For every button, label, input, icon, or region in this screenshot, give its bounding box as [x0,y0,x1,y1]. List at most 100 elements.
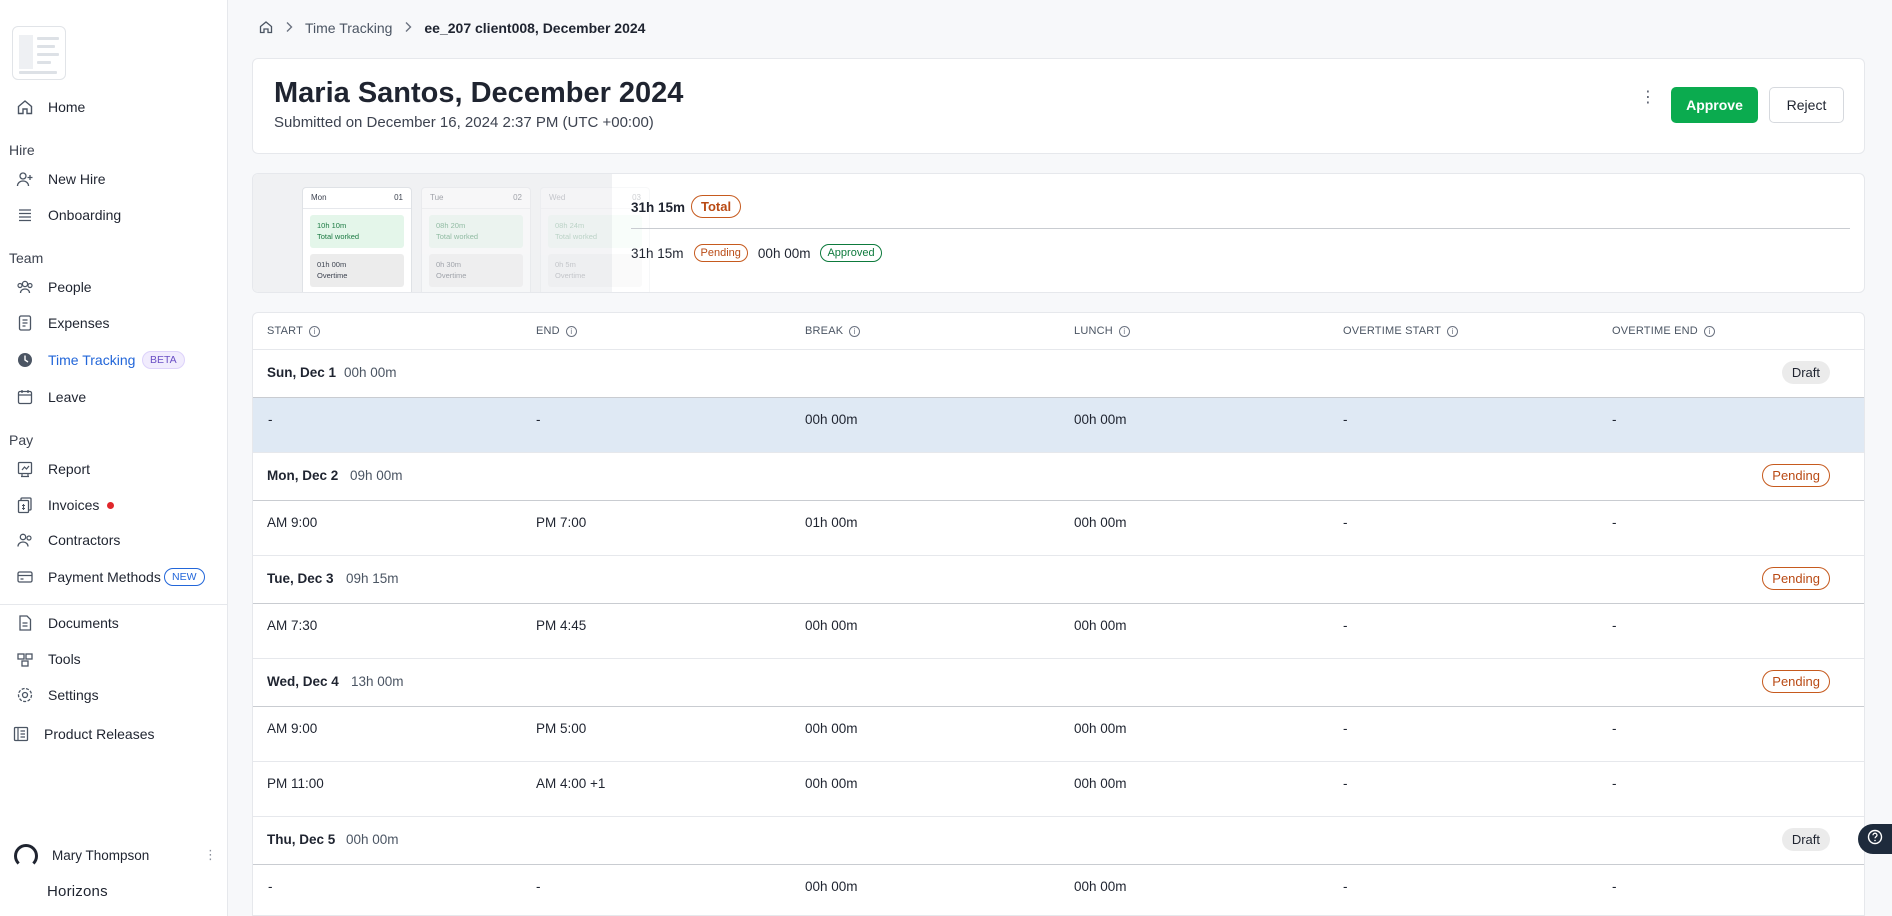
sidebar-item-home[interactable]: Home [0,92,228,122]
cell-lunch: 00h 00m [1074,412,1127,427]
sidebar-item-label: Onboarding [48,207,122,223]
more-vertical-icon[interactable]: ⋮ [204,847,217,862]
sidebar-item-label: People [48,279,92,295]
cell-overtime-start: - [1343,879,1348,894]
info-icon[interactable]: i [309,325,321,337]
home-icon[interactable] [259,20,273,37]
cell-end: PM 7:00 [536,515,587,530]
day-total: 09h 00m [350,468,403,483]
cell-start: AM 9:00 [267,721,318,736]
table-row[interactable]: AM 7:30 PM 4:45 00h 00m 00h 00m - - [253,604,1864,659]
table-row[interactable]: AM 9:00 PM 7:00 01h 00m 00h 00m - - [253,501,1864,556]
beta-badge: BETA [142,351,185,369]
sidebar-item-documents[interactable]: Documents [0,608,228,638]
sidebar-item-onboarding[interactable]: Onboarding [0,200,228,230]
day-total: 00h 00m [344,365,397,380]
day-total: 00h 00m [346,832,399,847]
column-header-overtime-start: OVERTIME START i [1343,325,1459,337]
invoice-icon [16,496,34,514]
calendar-icon [16,388,34,406]
new-badge: NEW [164,568,205,586]
cell-break: 01h 00m [805,515,858,530]
approve-button[interactable]: Approve [1671,87,1758,123]
sidebar-item-settings[interactable]: Settings [0,680,228,710]
sidebar-item-payment-methods[interactable]: Payment Methods NEW [0,562,228,592]
day-group-header: Thu, Dec 5 00h 00m Draft [253,817,1864,865]
cell-overtime-start: - [1343,776,1348,791]
cell-overtime-end: - [1612,721,1617,736]
info-icon[interactable]: i [1447,325,1459,337]
status-badge: Draft [1781,361,1830,384]
sidebar-item-label: Documents [48,615,119,631]
day-group-header: Sun, Dec 1 00h 00m Draft [253,350,1864,398]
info-icon[interactable]: i [849,325,861,337]
preview-day-number: 03 [632,193,641,202]
day-name: Thu, Dec 5 [267,832,336,847]
day-total: 09h 15m [346,571,399,586]
cell-break: 00h 00m [805,721,858,736]
sidebar-item-product-releases[interactable]: Product Releases [0,719,228,749]
day-name: Wed, Dec 4 [267,674,339,689]
cell-end: - [536,412,541,427]
cell-overtime-end: - [1612,515,1617,530]
cell-lunch: 00h 00m [1074,515,1127,530]
preview-day-name: Mon [311,193,327,202]
info-icon[interactable]: i [1703,325,1715,337]
sidebar-item-people[interactable]: People [0,272,228,302]
preview-overtime: 0h 30m [436,260,462,269]
preview-worked: 08h 24m [555,221,585,230]
sidebar-item-new-hire[interactable]: New Hire [0,164,228,194]
help-button[interactable] [1858,824,1892,854]
day-total: 13h 00m [351,674,404,689]
list-icon [16,206,34,224]
preview-worked-label: Total worked [317,232,360,241]
cell-overtime-start: - [1343,412,1348,427]
sidebar-item-report[interactable]: Report [0,454,228,484]
sidebar-item-tools[interactable]: Tools [0,644,228,674]
cell-lunch: 00h 00m [1074,879,1127,894]
cell-overtime-start: - [1343,721,1348,736]
day-name: Mon, Dec 2 [267,468,339,483]
day-name: Sun, Dec 1 [267,365,337,380]
cell-end: - [536,879,541,894]
sidebar-item-contractors[interactable]: Contractors [0,525,228,555]
more-vertical-icon[interactable]: ⋮ [1640,89,1656,106]
chevron-right-icon [285,21,293,36]
sidebar-item-invoices[interactable]: Invoices [0,490,228,520]
preview-overtime-label: Overtime [317,271,348,280]
table-row[interactable]: - - 00h 00m 00h 00m - - [253,865,1864,915]
company-logo[interactable] [12,26,66,80]
brand-logo: Horizons [47,883,108,900]
reject-button[interactable]: Reject [1769,87,1844,123]
cell-break: 00h 00m [805,776,858,791]
calendar-preview: Mon 01 10h 10m Total worked 01h 00m Over… [253,174,650,292]
cell-overtime-end: - [1612,618,1617,633]
sidebar-item-time-tracking[interactable]: Time Tracking BETA [0,345,228,375]
table-header: START i END i BREAK i LUNCH i OVERTIME START… [253,313,1864,350]
sidebar-item-leave[interactable]: Leave [0,382,228,412]
section-label-hire: Hire [9,142,35,158]
approved-badge: Approved [820,244,882,262]
avatar [14,844,38,868]
user-menu[interactable]: Mary Thompson ⋮ [0,838,228,874]
cell-end: AM 4:00 +1 [536,776,606,791]
day-group-header: Mon, Dec 2 09h 00m Pending [253,453,1864,501]
table-row[interactable]: AM 9:00 PM 5:00 00h 00m 00h 00m - - [253,707,1864,762]
sidebar-item-label: Tools [48,651,81,667]
total-hours: 31h 15m [631,200,686,215]
preview-overtime: 0h 5m [555,260,576,269]
status-badge: Pending [1762,567,1830,590]
cell-lunch: 00h 00m [1074,776,1127,791]
sidebar-item-expenses[interactable]: Expenses [0,308,228,338]
breadcrumb-link-time-tracking[interactable]: Time Tracking [305,20,393,36]
info-icon[interactable]: i [1118,325,1130,337]
table-row[interactable]: PM 11:00 AM 4:00 +1 00h 00m 00h 00m - - [253,762,1864,817]
table-row[interactable]: - - 00h 00m 00h 00m - - [253,398,1864,453]
pending-badge: Pending [693,244,748,262]
sidebar: Home Hire New Hire Onboarding Team Peopl… [0,0,228,916]
sidebar-item-label: Leave [48,389,87,405]
status-breakdown: 31h 15m Pending 00h 00m Approved [631,243,882,263]
pending-hours: 31h 15m [631,245,684,261]
info-icon[interactable]: i [565,325,577,337]
cell-end: PM 4:45 [536,618,587,633]
